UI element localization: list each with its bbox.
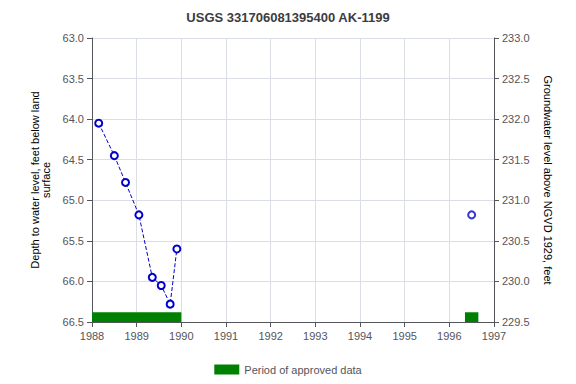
svg-text:Depth to water level, feet bel: Depth to water level, feet below land — [29, 91, 42, 269]
svg-text:66.0: 66.0 — [63, 275, 84, 287]
svg-text:1990: 1990 — [169, 330, 193, 342]
svg-text:229.5: 229.5 — [502, 316, 530, 328]
svg-text:63.5: 63.5 — [63, 73, 84, 85]
svg-text:1989: 1989 — [124, 330, 148, 342]
svg-text:233.0: 233.0 — [502, 32, 530, 44]
svg-text:230.0: 230.0 — [502, 275, 530, 287]
svg-text:66.5: 66.5 — [63, 316, 84, 328]
svg-text:65.5: 65.5 — [63, 235, 84, 247]
svg-text:231.5: 231.5 — [502, 154, 530, 166]
svg-text:232.5: 232.5 — [502, 73, 530, 85]
svg-text:surface: surface — [40, 162, 52, 198]
svg-text:230.5: 230.5 — [502, 235, 530, 247]
svg-text:Groundwater level above NGVD 1: Groundwater level above NGVD 1929, feet — [542, 75, 554, 284]
svg-text:1988: 1988 — [80, 330, 104, 342]
svg-text:231.0: 231.0 — [502, 194, 530, 206]
svg-text:1997: 1997 — [482, 330, 506, 342]
svg-text:1993: 1993 — [303, 330, 327, 342]
svg-text:1996: 1996 — [437, 330, 461, 342]
svg-text:1991: 1991 — [214, 330, 238, 342]
svg-text:USGS 331706081395400 AK-1199: USGS 331706081395400 AK-1199 — [186, 10, 389, 25]
svg-text:1994: 1994 — [348, 330, 372, 342]
svg-text:Period of approved data: Period of approved data — [244, 364, 362, 376]
svg-text:1995: 1995 — [392, 330, 416, 342]
svg-text:232.0: 232.0 — [502, 113, 530, 125]
svg-text:63.0: 63.0 — [63, 32, 84, 44]
svg-text:65.0: 65.0 — [63, 194, 84, 206]
svg-text:1992: 1992 — [258, 330, 282, 342]
svg-text:64.5: 64.5 — [63, 154, 84, 166]
svg-text:64.0: 64.0 — [63, 113, 84, 125]
